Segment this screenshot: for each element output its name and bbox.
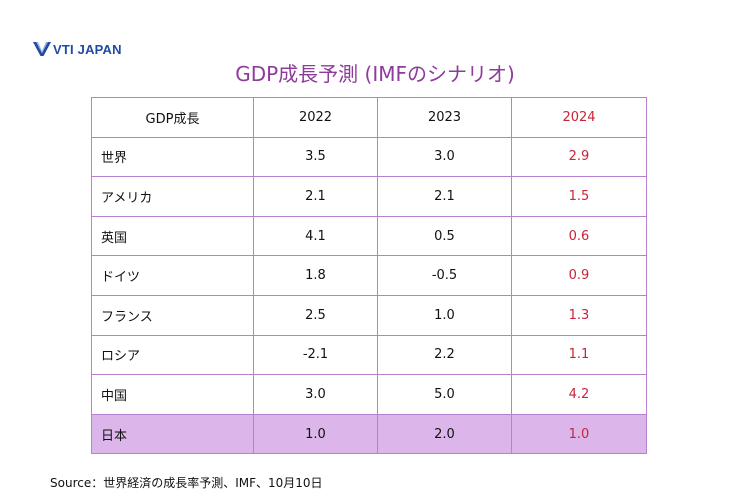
table-row-highlighted: 日本 1.0 2.0 1.0 — [91, 413, 647, 455]
cell-2023: 2.2 — [377, 334, 512, 376]
row-label: 中国 — [91, 374, 254, 415]
cell-2024: 1.3 — [511, 294, 647, 336]
vti-japan-logo: VTI JAPAN — [32, 40, 122, 58]
row-label: アメリカ — [91, 176, 254, 217]
cell-2022: 1.0 — [253, 413, 378, 455]
cell-2023: 0.5 — [377, 215, 512, 257]
cell-2024: 1.0 — [511, 413, 647, 455]
cell-2024: 4.2 — [511, 374, 647, 415]
cell-2022: 3.5 — [253, 136, 378, 178]
cell-2023: 5.0 — [377, 374, 512, 415]
row-label: ドイツ — [91, 255, 254, 296]
logo-text: VTI JAPAN — [53, 41, 122, 57]
cell-2022: 4.1 — [253, 215, 378, 257]
header-2022: 2022 — [253, 97, 378, 138]
cell-2024: 0.9 — [511, 255, 647, 296]
gdp-forecast-table: GDP成長 2022 2023 2024 世界 3.5 3.0 2.9 アメリカ… — [91, 97, 647, 455]
row-label: 英国 — [91, 215, 254, 257]
header-2023: 2023 — [377, 97, 512, 138]
row-label: ロシア — [91, 334, 254, 376]
cell-2024: 2.9 — [511, 136, 647, 178]
cell-2024: 0.6 — [511, 215, 647, 257]
table-row: ドイツ 1.8 -0.5 0.9 — [91, 255, 647, 296]
cell-2023: 3.0 — [377, 136, 512, 178]
cell-2023: 2.1 — [377, 176, 512, 217]
page-title: GDP成長予測 (IMFのシナリオ) — [235, 62, 515, 86]
row-label: フランス — [91, 294, 254, 336]
table-header-row: GDP成長 2022 2023 2024 — [91, 97, 647, 138]
source-note: Source：世界経済の成長率予測、IMF、10月10日 — [50, 476, 323, 490]
cell-2024: 1.5 — [511, 176, 647, 217]
cell-2022: 3.0 — [253, 374, 378, 415]
table-row: アメリカ 2.1 2.1 1.5 — [91, 176, 647, 217]
cell-2023: 2.0 — [377, 413, 512, 455]
vti-logo-icon — [33, 42, 51, 56]
cell-2022: 2.1 — [253, 176, 378, 217]
row-label: 日本 — [91, 413, 254, 455]
table-row: ロシア -2.1 2.2 1.1 — [91, 334, 647, 376]
table-row: 英国 4.1 0.5 0.6 — [91, 215, 647, 257]
header-gdp-growth: GDP成長 — [91, 97, 254, 138]
cell-2022: 1.8 — [253, 255, 378, 296]
cell-2024: 1.1 — [511, 334, 647, 376]
cell-2023: -0.5 — [377, 255, 512, 296]
cell-2022: 2.5 — [253, 294, 378, 336]
header-2024: 2024 — [511, 97, 647, 138]
cell-2022: -2.1 — [253, 334, 378, 376]
table-row: 世界 3.5 3.0 2.9 — [91, 136, 647, 178]
table-row: フランス 2.5 1.0 1.3 — [91, 294, 647, 336]
table-row: 中国 3.0 5.0 4.2 — [91, 374, 647, 415]
cell-2023: 1.0 — [377, 294, 512, 336]
row-label: 世界 — [91, 136, 254, 178]
